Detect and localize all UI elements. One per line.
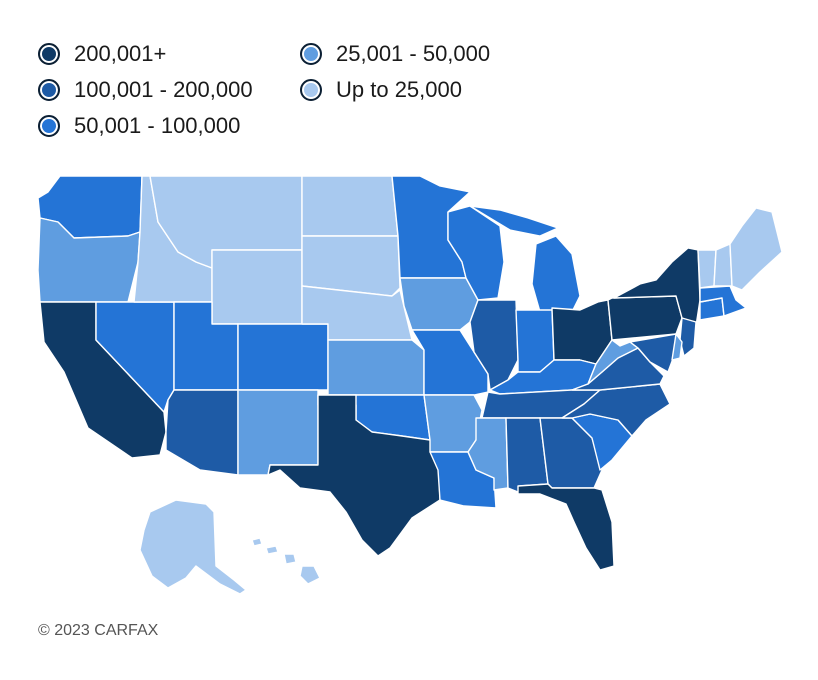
state-arizona bbox=[165, 389, 239, 476]
legend-swatch-200001-plus bbox=[38, 43, 60, 65]
legend-swatch-50001-100000 bbox=[38, 115, 60, 137]
state-alaska bbox=[139, 499, 247, 595]
state-wyoming bbox=[211, 249, 303, 325]
legend-label-50001-100000: 50,001 - 100,000 bbox=[74, 113, 241, 138]
state-new-mexico bbox=[237, 389, 319, 476]
state-michigan bbox=[469, 205, 581, 313]
map-legend: 200,001+ 100,001 - 200,000 50,001 - 100,… bbox=[0, 0, 818, 150]
legend-swatch-100001-200000 bbox=[38, 79, 60, 101]
state-north-dakota bbox=[301, 175, 399, 237]
state-florida bbox=[517, 483, 615, 571]
legend-item-up-to-25000: Up to 25,000 bbox=[300, 75, 462, 105]
legend-swatch-25001-50000 bbox=[300, 43, 322, 65]
state-massachusetts bbox=[699, 285, 747, 317]
state-hawaii bbox=[251, 537, 321, 585]
state-kansas bbox=[327, 339, 425, 396]
state-indiana bbox=[515, 309, 555, 373]
state-south-dakota bbox=[301, 235, 401, 297]
legend-swatch-up-to-25000 bbox=[300, 79, 322, 101]
copyright-footer: © 2023 CARFAX bbox=[38, 622, 159, 639]
state-new-hampshire bbox=[713, 243, 733, 287]
state-vermont bbox=[697, 249, 717, 289]
state-north-carolina bbox=[561, 383, 671, 437]
state-delaware bbox=[671, 333, 683, 361]
legend-label-25001-50000: 25,001 - 50,000 bbox=[336, 41, 491, 66]
legend-label-200001-plus: 200,001+ bbox=[74, 41, 167, 66]
legend-label-100001-200000: 100,001 - 200,000 bbox=[74, 77, 253, 102]
legend-item-25001-50000: 25,001 - 50,000 bbox=[300, 39, 490, 69]
state-wisconsin bbox=[447, 205, 505, 301]
legend-item-50001-100000: 50,001 - 100,000 bbox=[38, 111, 240, 141]
state-new-jersey bbox=[679, 317, 697, 357]
state-iowa bbox=[399, 277, 479, 331]
legend-label-up-to-25000: Up to 25,000 bbox=[336, 77, 462, 102]
state-texas bbox=[267, 394, 441, 557]
legend-item-100001-200000: 100,001 - 200,000 bbox=[38, 75, 253, 105]
state-colorado bbox=[237, 323, 329, 391]
legend-item-200001-plus: 200,001+ bbox=[38, 39, 166, 69]
us-choropleth-map bbox=[37, 175, 783, 595]
state-maine bbox=[729, 207, 783, 291]
state-pennsylvania bbox=[607, 295, 683, 341]
